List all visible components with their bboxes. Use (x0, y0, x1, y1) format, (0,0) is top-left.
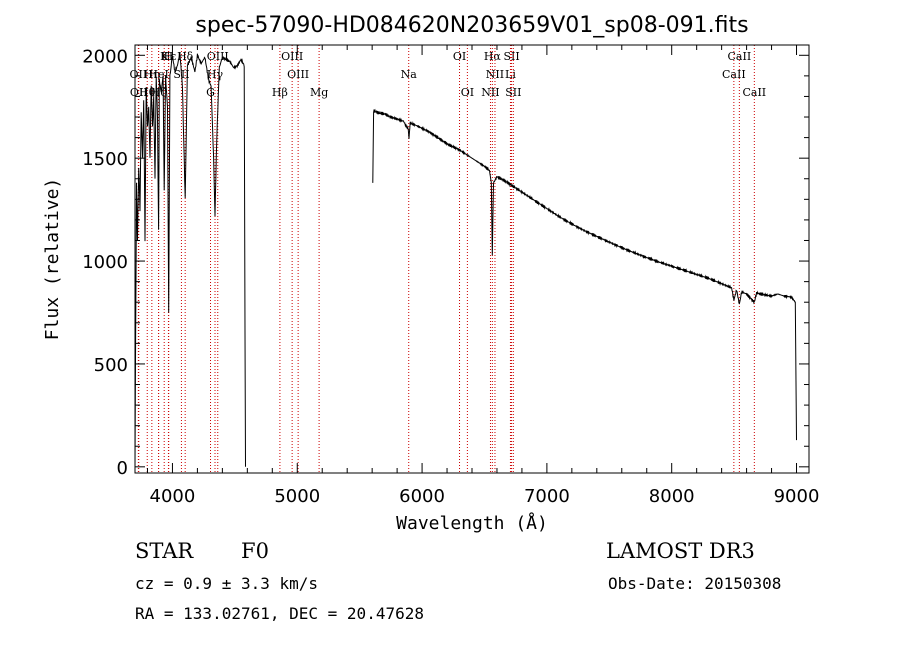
chart-title: spec-57090-HD084620N203659V01_sp08-091.f… (195, 13, 748, 38)
x-tick-label: 9000 (774, 486, 820, 507)
line-label: CaII (728, 50, 752, 63)
line-label: Hγ (207, 68, 224, 81)
spectrum-series (134, 52, 797, 468)
line-label: OIII (207, 50, 229, 63)
x-axis-label: Wavelength (Å) (396, 512, 548, 534)
y-tick-label: 2000 (82, 46, 128, 67)
obs-date: Obs-Date: 20150308 (608, 574, 782, 593)
object-class: STAR (135, 539, 194, 563)
line-label: SII (505, 86, 521, 99)
line-label: Li (505, 68, 516, 81)
line-label: OIII (281, 50, 303, 63)
x-tick-label: 5000 (274, 486, 320, 507)
survey-label: LAMOST DR3 (606, 539, 755, 563)
line-label: OII (130, 86, 148, 99)
y-tick-label: 1500 (82, 149, 128, 170)
x-axis: 4000 5000 6000 7000 8000 9000 (146, 45, 820, 507)
line-label: OI (453, 50, 466, 63)
y-axis: 0 500 1000 1500 2000 (82, 46, 809, 479)
line-label: OIII (287, 68, 309, 81)
line-label: OII (130, 68, 148, 81)
line-label: NII (481, 86, 499, 99)
line-label: Hα (484, 50, 502, 63)
coordinates: RA = 133.02761, DEC = 20.47628 (135, 604, 424, 623)
line-label: Mg (310, 86, 328, 99)
line-label: CaII (742, 86, 766, 99)
y-axis-label: Flux (relative) (42, 178, 63, 341)
line-label: HeI (148, 68, 168, 81)
x-tick-label: 6000 (399, 486, 445, 507)
plot-frame (134, 44, 810, 474)
line-label: Na (401, 68, 418, 81)
line-label: CaII (722, 68, 746, 81)
line-label: G (206, 86, 215, 99)
line-label: SII (503, 50, 519, 63)
line-label: Hβ (272, 86, 288, 99)
x-tick-label: 4000 (150, 486, 196, 507)
y-tick-label: 500 (94, 355, 128, 376)
y-tick-label: 0 (117, 458, 128, 479)
x-tick-label: 7000 (524, 486, 570, 507)
spectrum-line-segment (134, 52, 246, 468)
line-label: NII (486, 68, 504, 81)
x-tick-label: 8000 (649, 486, 695, 507)
line-label: K (160, 50, 169, 63)
line-label: OI (461, 86, 474, 99)
redshift-cz: cz = 0.9 ± 3.3 km/s (135, 574, 319, 593)
y-tick-label: 1000 (82, 252, 128, 273)
spectrum-line-segment (372, 108, 797, 441)
spectral-subclass: F0 (241, 539, 269, 563)
line-label: Hζ (151, 86, 167, 99)
line-label: H (164, 50, 174, 63)
